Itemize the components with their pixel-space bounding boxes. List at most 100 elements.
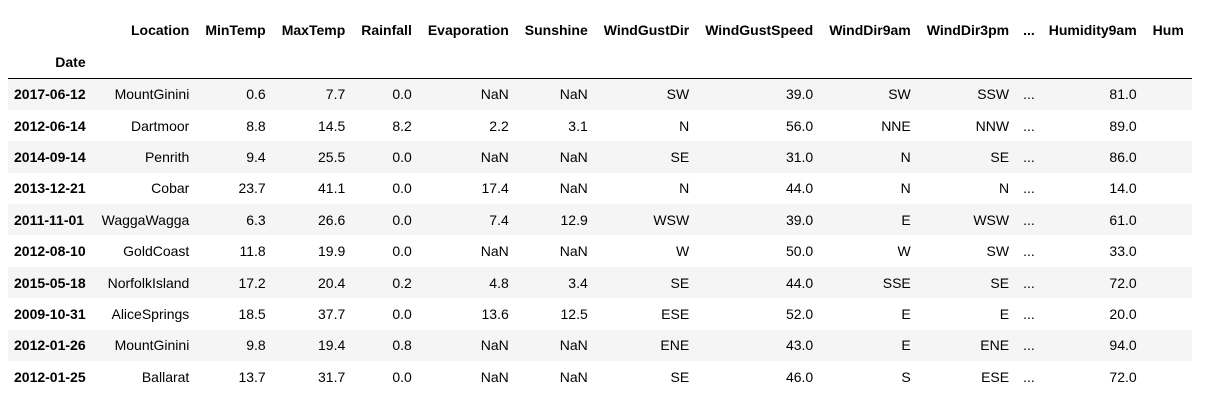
table-cell: 31.0 [785,148,814,165]
column-header: Evaporation [427,22,509,38]
table-cell: NaN [480,148,509,165]
index-header-blank [8,14,94,46]
table-cell: 0.0 [392,243,412,260]
row-index-date: 2014-09-14 [14,148,86,165]
table-cell: W [675,243,690,260]
table-cell: 86.0 [1109,148,1137,165]
table-cell [1145,204,1192,235]
table-cell-ellipsis: ... [1023,86,1035,103]
table-cell: 37.7 [318,305,346,322]
table-cell: 0.0 [392,180,412,197]
table-cell: 13.6 [481,305,509,322]
table-cell: SW [888,86,911,103]
column-header: WindDir9am [829,22,911,38]
table-cell-ellipsis: ... [1023,211,1035,228]
table-cell: NNE [881,117,911,134]
table-cell: NaN [559,180,588,197]
table-cell: 89.0 [1109,117,1137,134]
table-cell: MountGinini [114,86,190,103]
table-cell-ellipsis: ... [1023,274,1035,291]
table-cell [1145,141,1192,172]
table-cell: 0.0 [392,305,412,322]
table-cell-ellipsis: ... [1023,180,1035,197]
table-cell: 11.8 [239,243,266,260]
table-cell: 20.0 [1109,305,1137,322]
column-header: MaxTemp [281,22,346,38]
table-cell-ellipsis: ... [1023,368,1035,385]
table-cell: 0.6 [246,86,266,103]
table-cell: SSE [882,274,911,291]
table-cell: 41.1 [318,180,346,197]
table-cell-ellipsis: ... [1023,243,1035,260]
table-row: 2012-08-10 GoldCoast 11.8 19.9 0.0 NaN NaN W 50.… [8,235,1192,266]
column-header: MinTemp [205,22,266,38]
table-cell: NaN [480,86,509,103]
table-cell [1145,267,1192,298]
table-cell: AliceSprings [111,305,190,322]
column-header-truncated: Hum [1152,22,1184,38]
table-cell: NaN [559,148,588,165]
table-cell: NaN [480,243,509,260]
table-cell [1145,330,1192,361]
column-header: Humidity9am [1048,22,1137,38]
table-cell: 0.0 [392,148,412,165]
table-cell: 7.4 [489,211,509,228]
table-cell-ellipsis: ... [1023,148,1035,165]
table-cell: 0.8 [392,337,412,354]
row-index-date: 2015-05-18 [14,274,86,291]
table-cell: NNW [975,117,1010,134]
table-row: 2015-05-18 NorfolkIsland 17.2 20.4 0.2 4.8 3.4… [8,266,1192,299]
table-cell: NaN [559,86,588,103]
table-cell: MountGinini [114,337,190,354]
table-cell: 14.0 [1109,180,1137,197]
table-cell: 0.0 [392,211,412,228]
table-cell: 6.3 [246,211,266,228]
table-cell: E [901,337,911,354]
table-cell: 17.2 [238,274,266,291]
row-index-date: 2011-11-01 [14,211,85,228]
table-cell: Cobar [151,180,190,197]
table-header: Location MinTemp MaxTemp Rainfall Evapor… [8,14,1192,79]
table-cell: NaN [559,243,588,260]
table-cell: 9.4 [246,148,266,165]
table-cell: SE [990,148,1010,165]
row-index-date: 2012-06-14 [14,117,86,134]
row-index-date: 2009-10-31 [14,305,86,322]
row-index-date: 2012-01-26 [14,337,86,354]
table-row: 2013-12-21 Cobar 23.7 41.1 0.0 17.4 NaN N 44.0 N N… [8,173,1192,204]
table-cell: 33.0 [1109,243,1137,260]
index-name-row: Date [8,46,1192,79]
table-cell-ellipsis: ... [1023,305,1035,322]
table-row: 2012-01-26 MountGinini 9.8 19.4 0.8 NaN NaN ENE… [8,329,1192,362]
table-cell: 26.6 [318,211,346,228]
column-header: Rainfall [361,22,412,38]
table-cell [1145,110,1192,141]
table-cell: SE [670,368,690,385]
table-cell: ESE [981,368,1010,385]
table-cell: 12.9 [560,211,588,228]
table-cell: 31.7 [318,368,346,385]
table-cell: NaN [559,337,588,354]
table-cell: 0.0 [392,86,412,103]
table-cell: 43.0 [785,337,814,354]
table-cell: 3.4 [568,274,588,291]
table-cell: 4.8 [489,274,509,291]
column-header-ellipsis: ... [1023,22,1035,38]
table-cell [1145,235,1192,266]
table-cell: 13.7 [238,368,266,385]
table-cell: 17.4 [481,180,509,197]
table-cell: 25.5 [318,148,346,165]
table-body: 2017-06-12 MountGinini 0.6 7.7 0.0 NaN NaN SW 39… [8,78,1192,393]
column-header-row: Location MinTemp MaxTemp Rainfall Evapor… [8,14,1192,46]
table-cell: 12.5 [560,305,588,322]
column-header: Sunshine [524,22,588,38]
index-name: Date [8,46,94,79]
table-cell: 23.7 [238,180,266,197]
table-cell: N [679,117,690,134]
table-cell: 56.0 [785,117,814,134]
table-cell: N [900,148,911,165]
table-cell: 19.9 [318,243,346,260]
table-cell: NaN [559,368,588,385]
table-cell: 8.8 [246,117,266,134]
